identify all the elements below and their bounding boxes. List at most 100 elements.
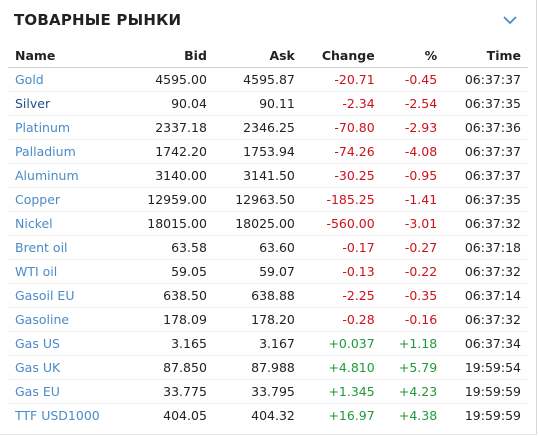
quote-row: Aluminum 3140.00 3141.50 -30.25 -0.95 06:37:3…	[8, 163, 528, 188]
quote-cell: 90.11	[213, 91, 302, 116]
quote-cell: 59.07	[213, 259, 302, 284]
quote-row: Gas US 3.165 3.167 +0.037 +1.18 06:37:34	[8, 331, 528, 356]
quote-cell: 4595.87	[213, 67, 302, 92]
quote-row: Gasoline 178.09 178.20 -0.28 -0.16 06:37:32	[8, 307, 528, 332]
quote-cell: 404.32	[251, 408, 295, 423]
quote-cell: -74.26	[301, 139, 382, 164]
quote-cell: -0.28	[301, 307, 382, 332]
widget-title: ТОВАРНЫЕ РЫНКИ	[14, 11, 182, 29]
quote-cell: -0.35	[381, 283, 445, 308]
quote-cell: 06:37:37	[444, 163, 528, 188]
quote-cell: 87.988	[213, 355, 302, 380]
quote-cell: 3140.00	[125, 163, 214, 188]
quote-cell: -2.93	[381, 115, 445, 140]
quote-cell: 12959.00	[125, 187, 214, 212]
instrument-link[interactable]: Nickel	[8, 211, 126, 236]
quote-cell: -0.17	[301, 235, 382, 260]
quote-cell: 06:37:18	[444, 235, 528, 260]
quote-cell: -4.08	[381, 139, 445, 164]
quote-cell: -2.54	[381, 91, 445, 116]
instrument-link[interactable]: Gold	[8, 67, 126, 92]
quote-cell: 06:37:32	[444, 259, 528, 284]
instrument-link[interactable]: Gas EU	[8, 379, 126, 404]
quote-cell: 06:37:37	[444, 67, 528, 92]
column-header: Change	[301, 43, 382, 68]
quote-cell: 18025.00	[213, 211, 302, 236]
quote-cell: 90.04	[125, 91, 214, 116]
quote-cell: -30.25	[301, 163, 382, 188]
quote-row: Palladium 1742.20 1753.94 -74.26 -4.08 06:37:…	[8, 139, 528, 164]
quote-cell: 2346.25	[213, 115, 302, 140]
quote-cell: 87.850	[125, 355, 214, 380]
quote-row: Platinum 2337.18 2346.25 -70.80 -2.93 06:37:3…	[8, 115, 528, 140]
quote-row: Nickel 18015.00 18025.00 -560.00 -3.01 06:37:…	[8, 211, 528, 236]
quote-cell: 63.60	[213, 235, 302, 260]
column-header: Bid	[125, 43, 214, 68]
header-row: Name Bid Ask Change% Time	[8, 43, 528, 68]
quote-cell: 638.50	[125, 283, 214, 308]
quote-cell: -0.27	[381, 235, 445, 260]
quote-cell: 3.165	[125, 331, 214, 356]
quote-cell: 06:37:36	[444, 115, 528, 140]
quote-cell: 4595.00	[125, 67, 214, 92]
quote-cell: 3.167	[213, 331, 302, 356]
instrument-link[interactable]: Aluminum	[8, 163, 126, 188]
instrument-link[interactable]: Gas US	[8, 331, 126, 356]
column-header: Ask	[213, 43, 302, 68]
quote-cell: 06:37:34	[444, 331, 528, 356]
quote-cell: 2337.18	[125, 115, 214, 140]
instrument-link[interactable]: Brent oil	[8, 235, 126, 260]
quote-cell: 63.58	[125, 235, 214, 260]
instrument-link[interactable]: WTI oil	[8, 259, 126, 284]
instrument-link[interactable]: Gasoil EU	[8, 283, 126, 308]
quote-cell: 33.795	[213, 379, 302, 404]
instrument-link[interactable]: Silver	[8, 91, 126, 116]
quote-cell: 06:37:35	[444, 187, 528, 212]
quote-cell: +16.97	[328, 408, 375, 423]
collapse-toggle[interactable]	[503, 15, 517, 25]
quote-row: Gold 4595.00 4595.87 -20.71 -0.45 06:37:37	[8, 67, 528, 92]
quote-cell: 178.09	[125, 307, 214, 332]
column-header: %	[381, 43, 445, 68]
instrument-link[interactable]: Gasoline	[8, 307, 126, 332]
instrument-link[interactable]: Palladium	[8, 139, 126, 164]
quote-cell: -2.34	[301, 91, 382, 116]
quote-cell: -0.22	[381, 259, 445, 284]
quote-cell: -20.71	[301, 67, 382, 92]
quote-row: Gasoil EU 638.50 638.88 -2.25 -0.35 06:37:14	[8, 283, 528, 308]
column-header: Name	[8, 43, 126, 68]
column-header: Time	[444, 43, 528, 68]
quote-cell: -0.95	[381, 163, 445, 188]
quote-cell: +1.18	[381, 331, 445, 356]
quote-cell: 178.20	[213, 307, 302, 332]
instrument-link[interactable]: TTF USD1000	[15, 408, 100, 423]
quote-cell: 18015.00	[125, 211, 214, 236]
quote-cell: -70.80	[301, 115, 382, 140]
quote-cell: 59.05	[125, 259, 214, 284]
instrument-link[interactable]: Gas UK	[8, 355, 126, 380]
quote-row: Gas UK 87.850 87.988 +4.810 +5.79 19:59:54	[8, 355, 528, 380]
quote-cell: 1742.20	[125, 139, 214, 164]
quote-cell: 06:37:37	[444, 139, 528, 164]
quotes-table: Name Bid Ask Change% Time Gold 4595.00 4595.87…	[8, 43, 528, 427]
quote-cell: 33.775	[125, 379, 214, 404]
quote-cell: -0.13	[301, 259, 382, 284]
quote-cell: 19:59:59	[444, 379, 528, 404]
instrument-link[interactable]: Platinum	[8, 115, 126, 140]
quote-row: Brent oil 63.58 63.60 -0.17 -0.27 06:37:18	[8, 235, 528, 260]
quote-cell: 19:59:59	[464, 408, 521, 423]
quote-cell: 06:37:14	[444, 283, 528, 308]
quote-cell: +5.79	[381, 355, 445, 380]
quote-cell: -0.16	[381, 307, 445, 332]
quote-cell: -185.25	[301, 187, 382, 212]
quote-cell: 638.88	[213, 283, 302, 308]
quote-row: Silver 90.04 90.11 -2.34 -2.54 06:37:35	[8, 91, 528, 116]
quote-cell: 06:37:35	[444, 91, 528, 116]
quote-cell: +4.23	[381, 379, 445, 404]
quote-cell: 404.05	[163, 408, 207, 423]
quote-cell: +1.345	[301, 379, 382, 404]
quote-cell: 12963.50	[213, 187, 302, 212]
instrument-link[interactable]: Copper	[8, 187, 126, 212]
quote-cell: -2.25	[301, 283, 382, 308]
